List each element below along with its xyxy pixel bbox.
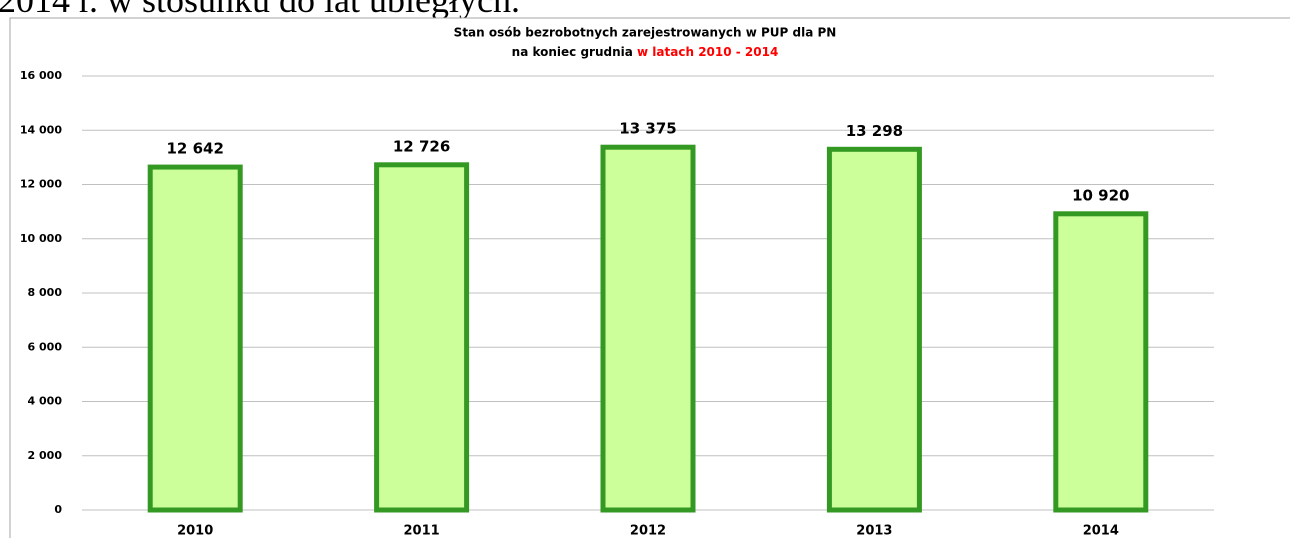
chart-subtitle: na koniec grudnia w latach 2010 - 2014 bbox=[512, 45, 779, 59]
y-tick-label: 14 000 bbox=[20, 123, 62, 136]
value-label: 10 920 bbox=[1072, 186, 1129, 204]
y-tick-label: 8 000 bbox=[28, 286, 63, 299]
value-label: 12 726 bbox=[393, 137, 450, 155]
subtitle-highlight: w latach 2010 - 2014 bbox=[637, 45, 778, 59]
value-label: 12 642 bbox=[166, 140, 223, 158]
bar bbox=[826, 146, 922, 513]
x-tick-label: 2013 bbox=[856, 524, 892, 538]
bar bbox=[1053, 211, 1149, 513]
bar bbox=[600, 144, 696, 513]
y-tick-label: 16 000 bbox=[20, 69, 62, 82]
x-tick-label: 2011 bbox=[404, 524, 440, 538]
subtitle: na koniec grudnia bbox=[512, 45, 633, 59]
document-text: 2014 r. w stosunku do lat ubiegłych. bbox=[0, 0, 520, 20]
y-tick-label: 0 bbox=[54, 503, 62, 516]
y-tick-label: 12 000 bbox=[20, 178, 62, 191]
y-tick-label: 6 000 bbox=[28, 340, 63, 353]
x-tick-label: 2010 bbox=[177, 524, 213, 538]
bar bbox=[147, 164, 243, 513]
y-tick-label: 10 000 bbox=[20, 232, 62, 245]
chart-title: Stan osób bezrobotnych zarejestrowanych … bbox=[454, 26, 837, 40]
bar bbox=[374, 162, 470, 513]
value-label: 13 375 bbox=[619, 120, 676, 138]
x-tick-label: 2012 bbox=[630, 524, 666, 538]
y-tick-label: 4 000 bbox=[28, 395, 63, 408]
value-label: 13 298 bbox=[846, 122, 903, 140]
x-tick-label: 2014 bbox=[1083, 524, 1119, 538]
y-tick-label: 2 000 bbox=[28, 449, 63, 462]
